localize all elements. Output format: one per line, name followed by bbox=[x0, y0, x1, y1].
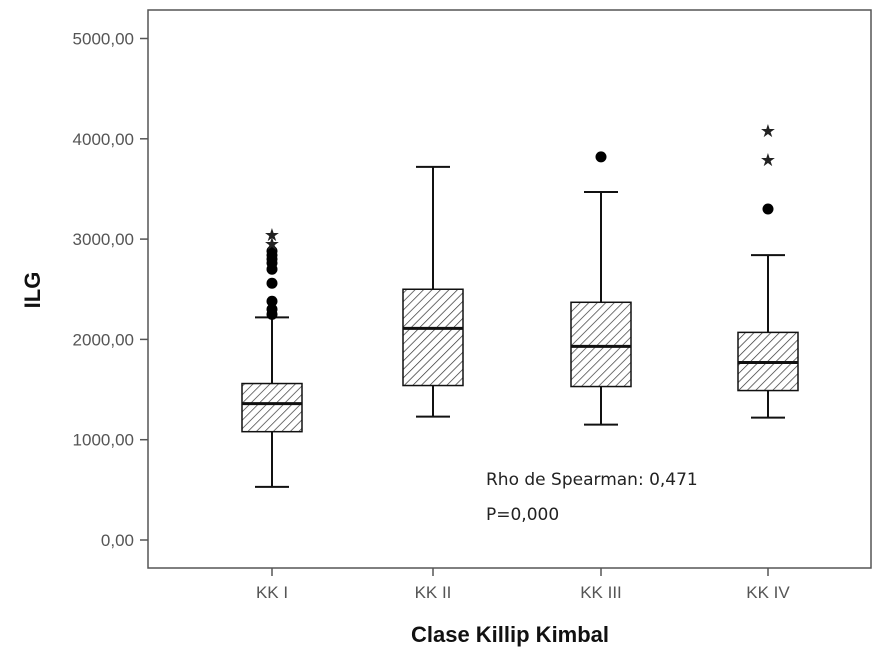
y-axis-title: ILG bbox=[20, 272, 45, 309]
y-tick-label: 2000,00 bbox=[73, 330, 134, 349]
annotation-rho: Rho de Spearman: 0,471 bbox=[486, 470, 698, 490]
y-tick-label: 4000,00 bbox=[73, 130, 134, 149]
x-tick-label: KK II bbox=[415, 583, 452, 602]
outlier-point bbox=[266, 245, 278, 257]
box-group: ★★ bbox=[737, 121, 799, 419]
y-axis: 0,00 1000,00 2000,00 3000,00 4000,00 5000,00 bbox=[73, 30, 148, 550]
plot-frame bbox=[147, 9, 872, 569]
iqr-box bbox=[241, 382, 303, 433]
y-tick-label: 1000,00 bbox=[73, 431, 134, 450]
iqr-box bbox=[402, 288, 464, 387]
y-tick-label: 0,00 bbox=[101, 531, 134, 550]
outlier-point bbox=[266, 295, 278, 307]
extreme-point: ★ bbox=[760, 121, 776, 142]
box-group bbox=[402, 165, 464, 418]
y-tick-label: 3000,00 bbox=[73, 230, 134, 249]
outlier-point bbox=[762, 203, 774, 215]
x-tick-label: KK IV bbox=[746, 583, 790, 602]
x-tick-label: KK III bbox=[580, 583, 622, 602]
extreme-point: ★ bbox=[264, 225, 280, 246]
x-tick-label: KK I bbox=[256, 583, 288, 602]
outlier-point bbox=[266, 277, 278, 289]
boxes-layer: ★★★★ bbox=[241, 121, 799, 488]
extreme-point: ★ bbox=[760, 150, 776, 171]
extreme-point: ★ bbox=[264, 234, 280, 255]
y-tick-label: 5000,00 bbox=[73, 30, 134, 49]
outlier-point bbox=[266, 303, 278, 315]
x-axis: KK I KK II KK III KK IV bbox=[256, 568, 790, 602]
annotation-p: P=0,000 bbox=[486, 505, 559, 525]
x-axis-title: Clase Killip Kimbal bbox=[411, 622, 609, 647]
box-group: ★★ bbox=[241, 225, 303, 488]
box-group bbox=[570, 151, 632, 426]
iqr-box bbox=[570, 301, 632, 388]
outlier-point bbox=[595, 151, 607, 163]
